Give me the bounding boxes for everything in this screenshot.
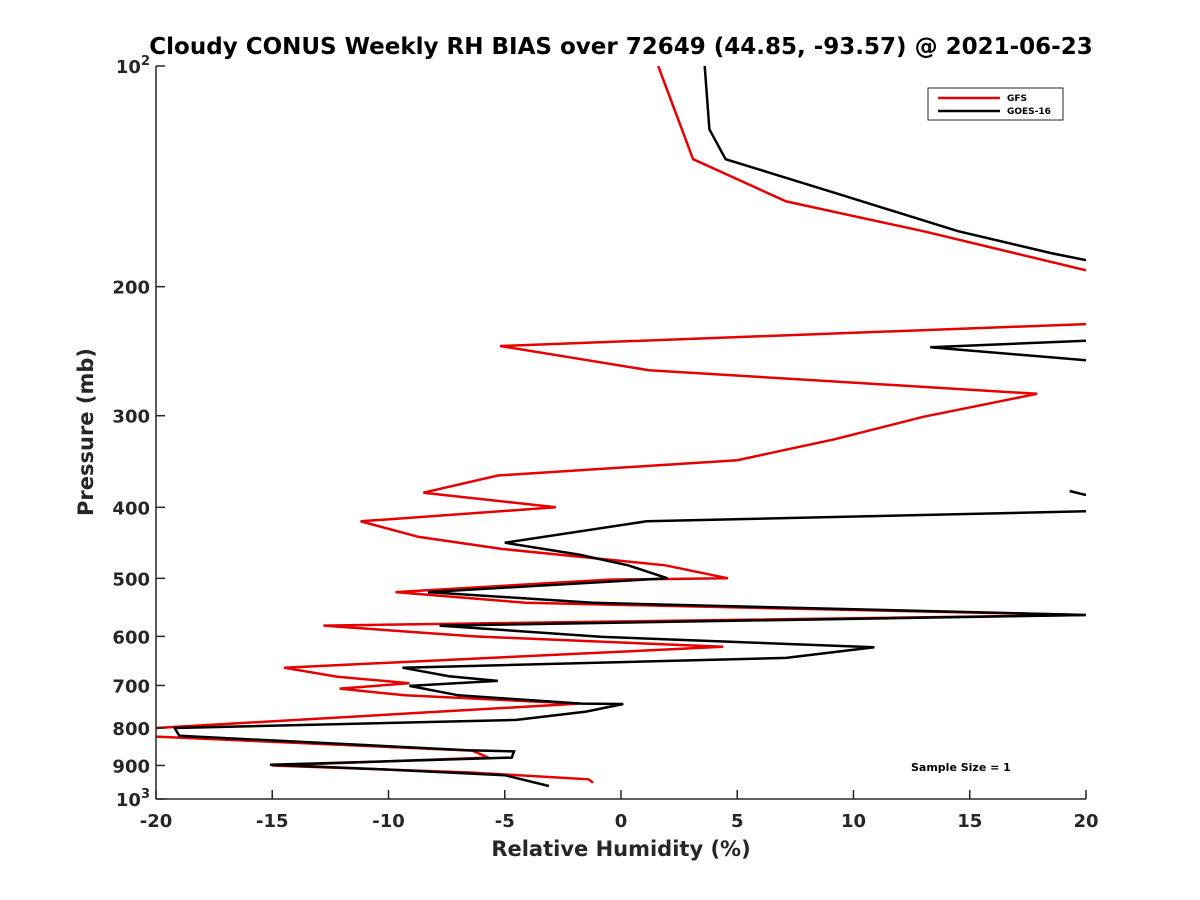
series-group	[156, 66, 1086, 788]
legend-label-goes16: GOES-16	[1007, 107, 1051, 117]
y-tick-label: 102	[116, 54, 150, 78]
legend: GFS GOES-16	[927, 87, 1064, 121]
chart-title: Cloudy CONUS Weekly RH BIAS over 72649 (…	[149, 34, 1092, 60]
y-tick-label: 800	[112, 719, 150, 740]
y-tick-label: 400	[112, 498, 150, 519]
x-tick-label: -15	[256, 811, 289, 832]
series-line-gfs-2	[156, 735, 594, 784]
y-axis-label: Pressure (mb)	[74, 348, 98, 516]
y-tick-label: 600	[112, 627, 150, 648]
x-tick-label: 20	[1073, 811, 1098, 832]
y-tick-label: 300	[112, 407, 150, 428]
x-axis-ticks: -20 -15 -10 -5 0 5 10 15 20	[140, 790, 1099, 832]
y-tick-label: 200	[112, 278, 150, 299]
x-tick-label: 5	[731, 811, 744, 832]
x-tick-label: 0	[615, 811, 628, 832]
legend-box	[927, 87, 1064, 121]
series-line-gfs-1	[156, 322, 1086, 730]
x-tick-label: 10	[841, 811, 866, 832]
series-line-goes16-3	[172, 510, 1086, 788]
y-tick-label: 103	[116, 787, 150, 811]
x-tick-label: -10	[372, 811, 405, 832]
x-axis-label: Relative Humidity (%)	[491, 837, 750, 861]
y-tick-label: 500	[112, 569, 150, 590]
y-tick-label: 900	[112, 756, 150, 777]
x-tick-label: -20	[140, 811, 173, 832]
y-axis-ticks: 102 200 300 400 500 600 700 800 900 103	[112, 54, 165, 811]
series-line-goes16-1	[930, 339, 1086, 362]
legend-label-gfs: GFS	[1007, 94, 1027, 104]
series-line-goes16-0	[703, 66, 1086, 262]
x-tick-label: 15	[957, 811, 982, 832]
sample-size-annotation: Sample Size = 1	[911, 761, 1011, 774]
series-line-goes16-2	[1069, 489, 1086, 497]
x-tick-label: -5	[495, 811, 515, 832]
y-tick-label: 700	[112, 676, 150, 697]
series-line-gfs-0	[657, 66, 1086, 272]
